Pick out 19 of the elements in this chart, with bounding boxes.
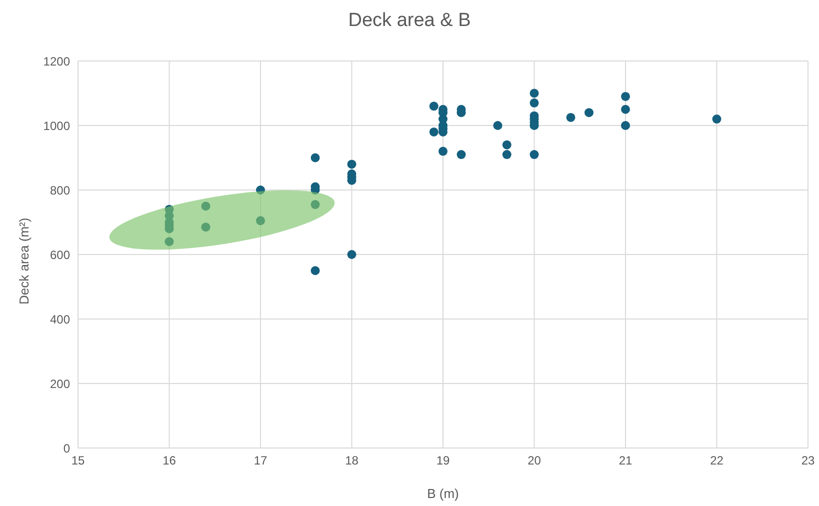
x-tick-label: 17	[254, 454, 268, 468]
y-tick-label: 400	[50, 312, 70, 326]
y-tick-label: 200	[50, 376, 70, 391]
y-tick-label: 1000	[43, 118, 70, 133]
y-tick-label: 800	[50, 183, 70, 198]
y-tick-label: 1200	[43, 54, 70, 68]
x-axis-title: B (m)	[427, 486, 459, 501]
x-tick-label: 23	[801, 454, 815, 468]
x-tick-label: 18	[345, 454, 359, 468]
x-tick-label: 15	[71, 454, 85, 468]
x-tick-label: 19	[436, 454, 450, 468]
y-tick-label: 600	[50, 248, 70, 262]
x-tick-label: 21	[618, 454, 632, 468]
x-tick-label: 22	[710, 454, 724, 468]
x-tick-label: 16	[162, 454, 176, 468]
x-tick-label: 20	[528, 454, 542, 468]
y-axis-title: Deck area (m²)	[16, 218, 32, 304]
y-tick-label: 0	[63, 441, 70, 456]
chart-title: Deck area & B	[347, 10, 472, 32]
